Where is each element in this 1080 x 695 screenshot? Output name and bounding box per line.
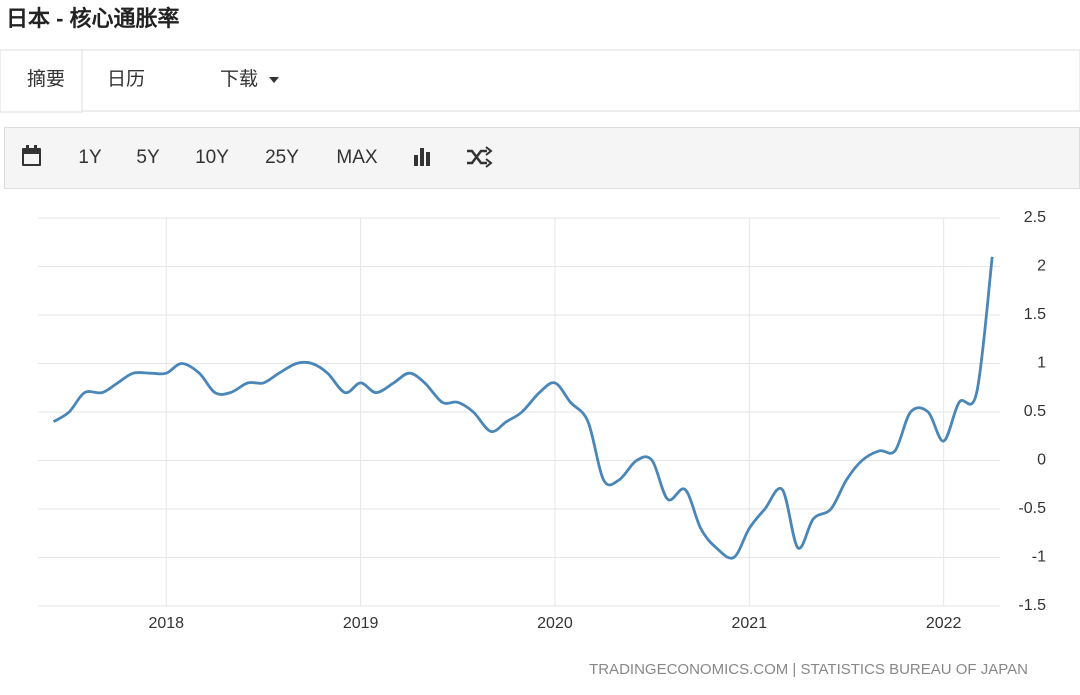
page-title: 日本 - 核心通胀率 (6, 6, 180, 31)
y-tick-label: 2 (1037, 258, 1046, 275)
x-tick-label: 2022 (926, 615, 962, 632)
x-tick-label: 2018 (148, 615, 184, 632)
data-line (52, 256, 994, 560)
tab-bar (0, 49, 1080, 112)
y-tick-label: 1.5 (1024, 306, 1046, 323)
active-tab[interactable] (0, 49, 83, 113)
range-button[interactable]: 1Y (78, 147, 102, 168)
dropdown-caret[interactable] (269, 77, 279, 83)
range-button[interactable]: 5Y (136, 147, 160, 168)
x-tick-label: 2019 (343, 615, 379, 632)
x-tick-label: 2020 (537, 615, 573, 632)
tab[interactable]: 摘要 (27, 68, 65, 90)
y-tick-label: 1 (1037, 355, 1046, 372)
tab[interactable]: 下载 (220, 68, 258, 90)
range-button[interactable]: 10Y (195, 147, 229, 168)
toolbar (4, 127, 1080, 189)
range-button[interactable]: 25Y (265, 147, 299, 168)
tab[interactable]: 日历 (107, 69, 145, 90)
y-tick-label: 2.5 (1024, 209, 1046, 226)
source-note: TRADINGECONOMICS.COM | STATISTICS BUREAU… (589, 661, 1028, 678)
shuffle-icon[interactable] (467, 146, 493, 168)
y-tick-label: 0 (1037, 452, 1046, 469)
calendar-icon[interactable] (22, 145, 41, 166)
range-button[interactable]: MAX (336, 147, 378, 168)
y-tick-label: -0.5 (1018, 500, 1046, 517)
bar-chart-icon[interactable] (414, 148, 430, 166)
y-tick-label: -1 (1032, 549, 1046, 566)
x-tick-label: 2021 (732, 615, 768, 632)
y-tick-label: 0.5 (1024, 403, 1046, 420)
y-tick-label: -1.5 (1018, 597, 1046, 614)
